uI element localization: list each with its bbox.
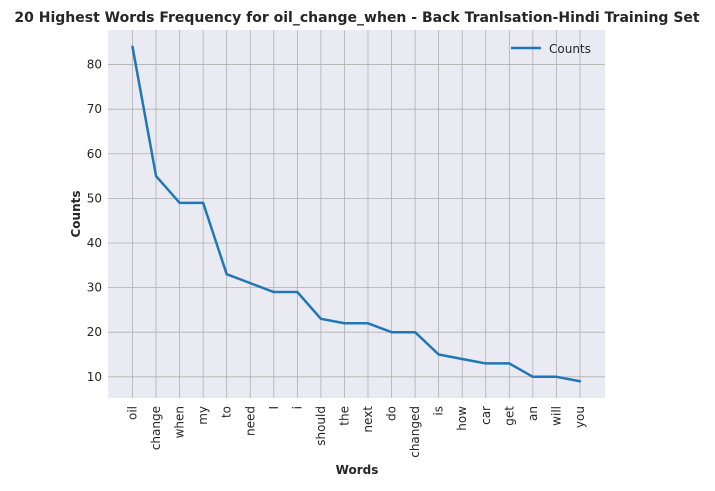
x-tick-label: get — [502, 406, 516, 426]
x-tick-label: will — [549, 406, 563, 426]
x-tick-label: car — [479, 406, 493, 425]
x-tick-label: when — [173, 406, 187, 438]
y-tick-label: 80 — [87, 58, 102, 72]
x-tick-label: my — [196, 406, 210, 425]
y-tick-label: 20 — [87, 325, 102, 339]
x-tick-label: next — [361, 406, 375, 433]
x-tick-label: to — [220, 406, 234, 418]
x-tick-label: i — [290, 406, 304, 409]
x-tick-label: how — [455, 406, 469, 431]
x-tick-label: the — [337, 406, 351, 426]
plot-area — [108, 30, 605, 398]
x-tick-label: I — [267, 406, 281, 410]
y-tick-label: 10 — [87, 370, 102, 384]
x-tick-label: oil — [126, 406, 140, 420]
x-tick-label: changed — [408, 406, 422, 458]
y-axis-ticks: 10 20 30 40 50 60 70 80 — [87, 58, 102, 384]
x-tick-label: change — [149, 406, 163, 450]
x-tick-label: an — [526, 406, 540, 421]
y-tick-label: 30 — [87, 281, 102, 295]
x-tick-label: you — [573, 406, 587, 428]
y-axis-label: Counts — [69, 190, 83, 237]
x-tick-label: is — [432, 406, 446, 416]
legend-label-counts: Counts — [549, 42, 591, 56]
y-tick-label: 70 — [87, 102, 102, 116]
x-tick-label: do — [385, 406, 399, 421]
y-tick-label: 40 — [87, 236, 102, 250]
chart-title: 20 Highest Words Frequency for oil_chang… — [14, 10, 700, 26]
y-tick-label: 60 — [87, 147, 102, 161]
y-tick-label: 50 — [87, 191, 102, 205]
x-tick-label: should — [314, 406, 328, 446]
x-axis-label: Words — [336, 463, 379, 477]
x-tick-label: need — [243, 406, 257, 436]
